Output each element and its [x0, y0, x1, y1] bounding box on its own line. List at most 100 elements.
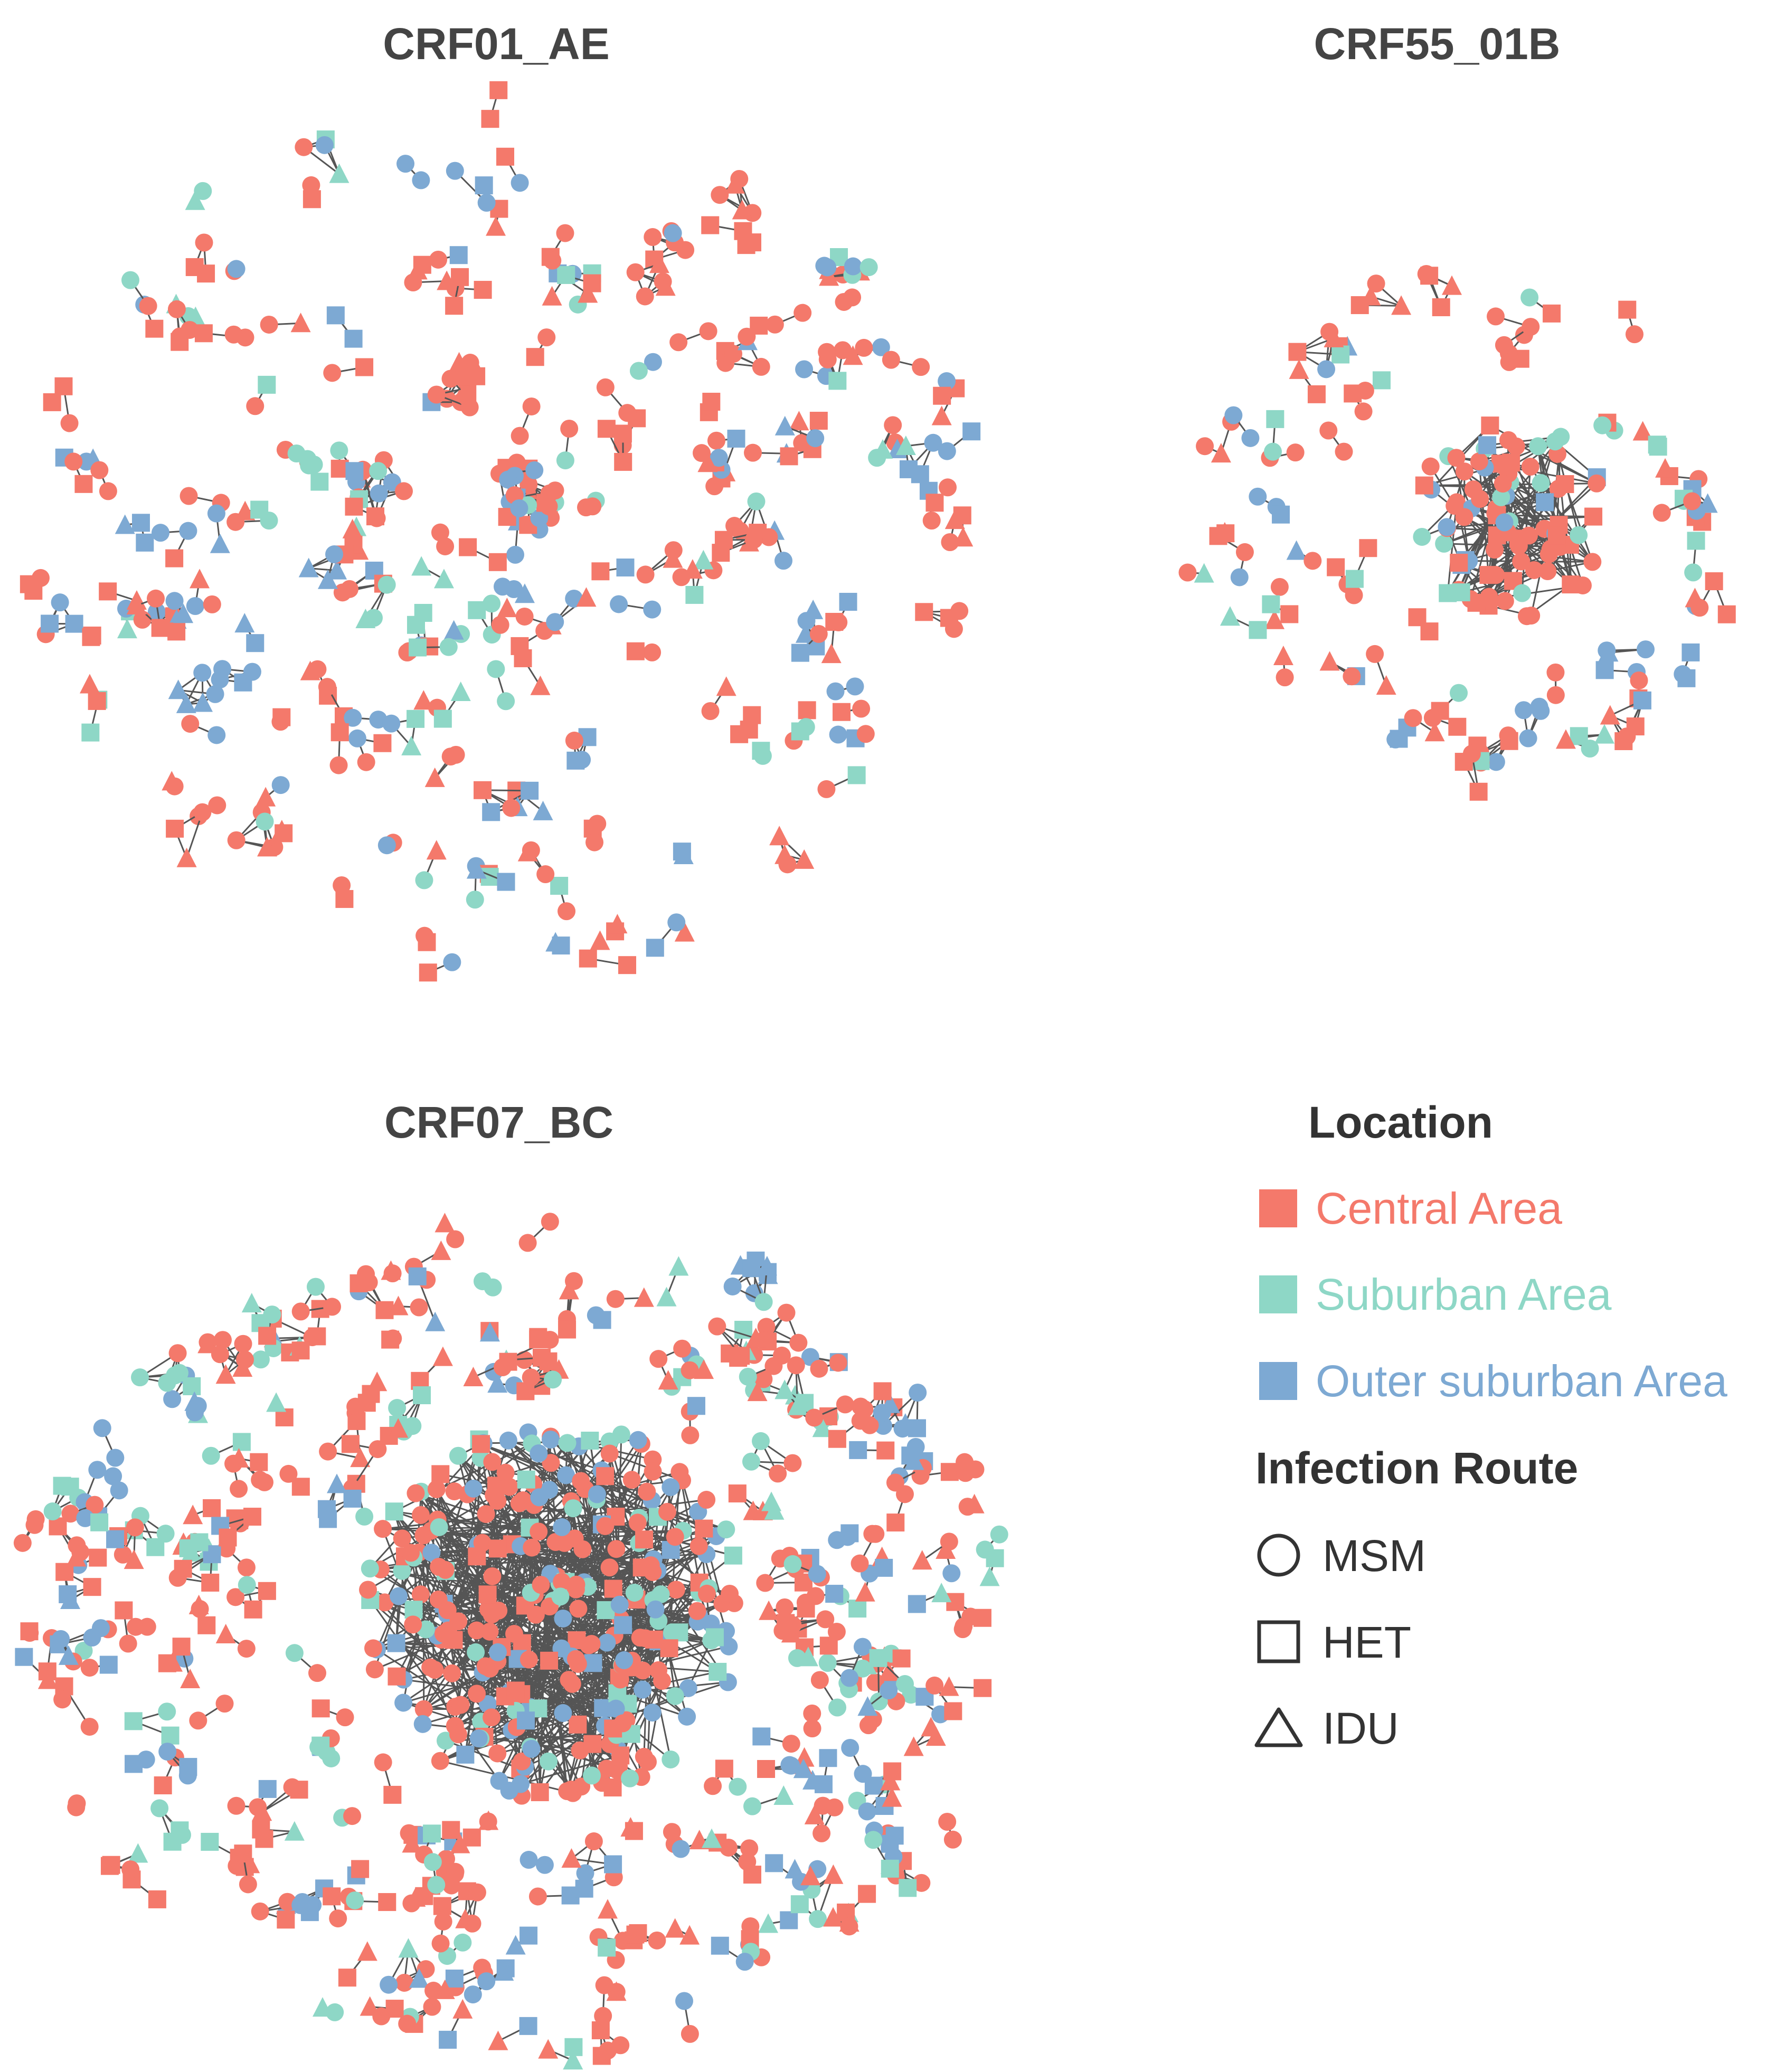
legend-label-msm: MSM — [1322, 1531, 1426, 1581]
node-het — [1216, 524, 1235, 543]
node-msm — [340, 580, 358, 598]
node-msm — [530, 1522, 548, 1541]
node-msm — [699, 322, 717, 340]
node-msm — [93, 1419, 111, 1437]
node-msm — [511, 427, 529, 445]
node-het — [433, 1897, 451, 1915]
node-msm — [805, 1408, 824, 1427]
node-het — [1556, 475, 1574, 494]
node-msm — [658, 1502, 676, 1521]
node-idu — [649, 253, 669, 273]
node-idu — [1220, 606, 1240, 626]
node-het — [378, 1893, 396, 1912]
node-het — [408, 1267, 427, 1285]
node-idu — [931, 405, 952, 425]
edge — [438, 1566, 477, 1653]
node-idu — [694, 1359, 714, 1379]
node-idu — [598, 1899, 618, 1919]
node-het — [539, 1352, 558, 1370]
node-het — [780, 447, 798, 466]
node-msm — [215, 1695, 234, 1713]
node-idu — [355, 608, 376, 628]
node-msm — [854, 1765, 872, 1783]
node-idu — [1286, 540, 1307, 560]
node-msm — [582, 1766, 601, 1785]
node-msm — [519, 1650, 538, 1669]
node-idu — [882, 1787, 902, 1807]
node-het — [973, 1609, 991, 1627]
node-idu — [665, 1918, 685, 1938]
node-msm — [468, 1883, 486, 1901]
node-msm — [500, 1478, 518, 1496]
node-msm — [413, 1715, 432, 1733]
node-idu — [1319, 651, 1340, 671]
node-msm — [622, 1471, 641, 1489]
node-het — [1547, 526, 1566, 545]
node-msm — [940, 1532, 958, 1551]
node-msm — [976, 1540, 994, 1559]
node-idu — [802, 1770, 823, 1790]
node-msm — [427, 1876, 446, 1894]
node-msm — [1625, 325, 1643, 344]
node-het — [752, 742, 770, 760]
node-het — [375, 1301, 394, 1319]
node-idu — [559, 1280, 579, 1300]
node-msm — [729, 1777, 747, 1796]
node-msm — [572, 1472, 590, 1490]
node-het — [583, 274, 601, 292]
node-idu — [409, 1968, 429, 1988]
node-msm — [631, 1629, 649, 1647]
node-idu — [895, 435, 916, 455]
node-msm — [818, 343, 836, 361]
node-idu — [433, 569, 454, 589]
node-idu — [1424, 722, 1445, 742]
node-idu — [1273, 646, 1293, 666]
node-msm — [152, 524, 170, 542]
node-msm — [573, 1540, 592, 1558]
node-msm — [551, 1587, 570, 1606]
node-msm — [479, 1600, 498, 1619]
node-het — [1262, 595, 1280, 613]
node-msm — [1438, 518, 1456, 536]
node-het — [531, 1783, 549, 1801]
node-msm — [239, 1875, 257, 1894]
node-het — [881, 1859, 899, 1878]
node-msm — [708, 1317, 726, 1336]
node-msm — [512, 1775, 530, 1793]
node-msm — [558, 902, 576, 921]
node-idu — [426, 840, 447, 860]
node-msm — [308, 1664, 326, 1682]
node-msm — [255, 1473, 273, 1491]
node-msm — [611, 2036, 630, 2055]
node-msm — [466, 891, 484, 909]
node-het — [848, 1600, 867, 1618]
node-msm — [990, 1525, 1008, 1544]
node-het — [1500, 732, 1518, 750]
node-msm — [1455, 462, 1473, 481]
node-het — [319, 1510, 337, 1528]
node-msm — [502, 799, 521, 817]
node-msm — [628, 1513, 647, 1532]
node-het — [521, 781, 539, 800]
node-het — [790, 1895, 809, 1914]
node-idu — [1391, 295, 1412, 315]
node-het — [449, 246, 468, 264]
node-idu — [425, 1311, 446, 1331]
node-msm — [491, 616, 509, 634]
node-het — [151, 619, 169, 637]
node-msm — [256, 812, 274, 831]
node-idu — [757, 1255, 777, 1275]
node-msm — [638, 1482, 656, 1501]
node-het — [74, 475, 93, 493]
node-het — [847, 766, 866, 784]
node-msm — [53, 1690, 72, 1709]
node-idu — [732, 200, 752, 220]
node-het — [489, 81, 508, 99]
node-msm — [841, 1739, 859, 1757]
node-het — [550, 876, 569, 895]
node-msm — [707, 431, 725, 450]
node-het — [323, 1887, 341, 1906]
node-msm — [147, 589, 165, 608]
node-het — [106, 1530, 125, 1548]
node-msm — [1235, 543, 1254, 561]
